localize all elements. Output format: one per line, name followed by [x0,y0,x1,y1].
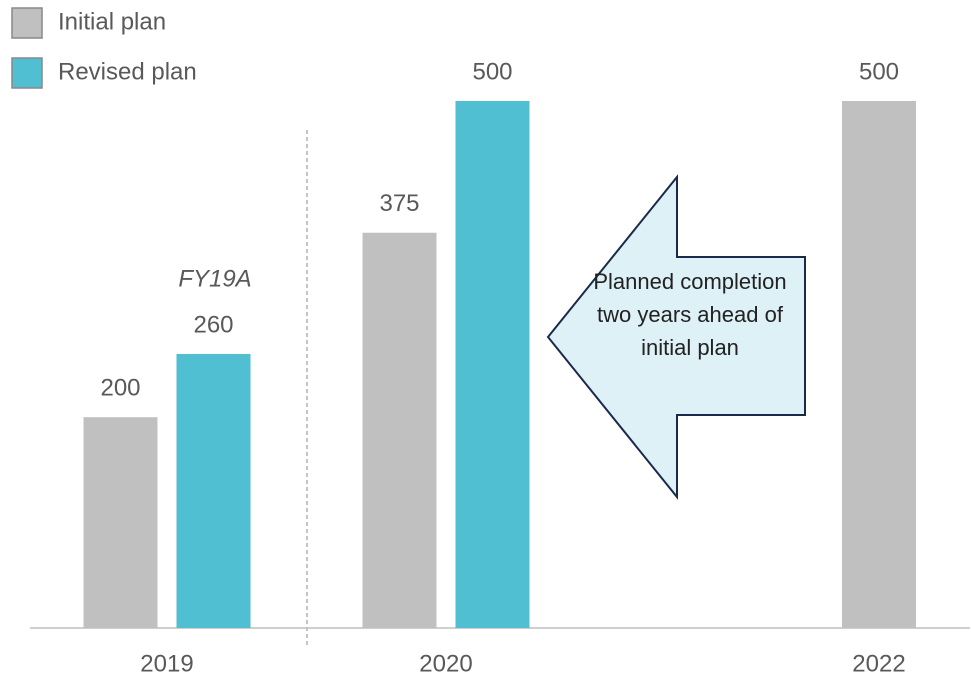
bar [176,353,251,628]
legend-swatch [11,7,43,39]
legend-label: Initial plan [58,8,166,35]
value-label: 260 [193,311,233,338]
x-tick-label: 2019 [140,650,193,677]
x-tick-label: 2022 [852,650,905,677]
value-label: 375 [379,190,419,217]
value-label: 500 [472,58,512,85]
legend-label: Revised plan [58,58,197,85]
bar [842,101,916,628]
arrow-note: Planned completion two years ahead of in… [593,269,787,360]
bar [455,101,530,628]
value-label: 200 [100,375,140,402]
value-label: 500 [859,58,899,85]
bar [83,417,158,628]
legend-swatch [11,57,43,89]
arrow-text: Planned completion two years ahead of in… [593,269,787,360]
arrow [546,174,806,500]
bar [362,232,437,628]
x-tick-label: 2020 [419,650,472,677]
fy19a-note: FY19A [178,265,251,292]
